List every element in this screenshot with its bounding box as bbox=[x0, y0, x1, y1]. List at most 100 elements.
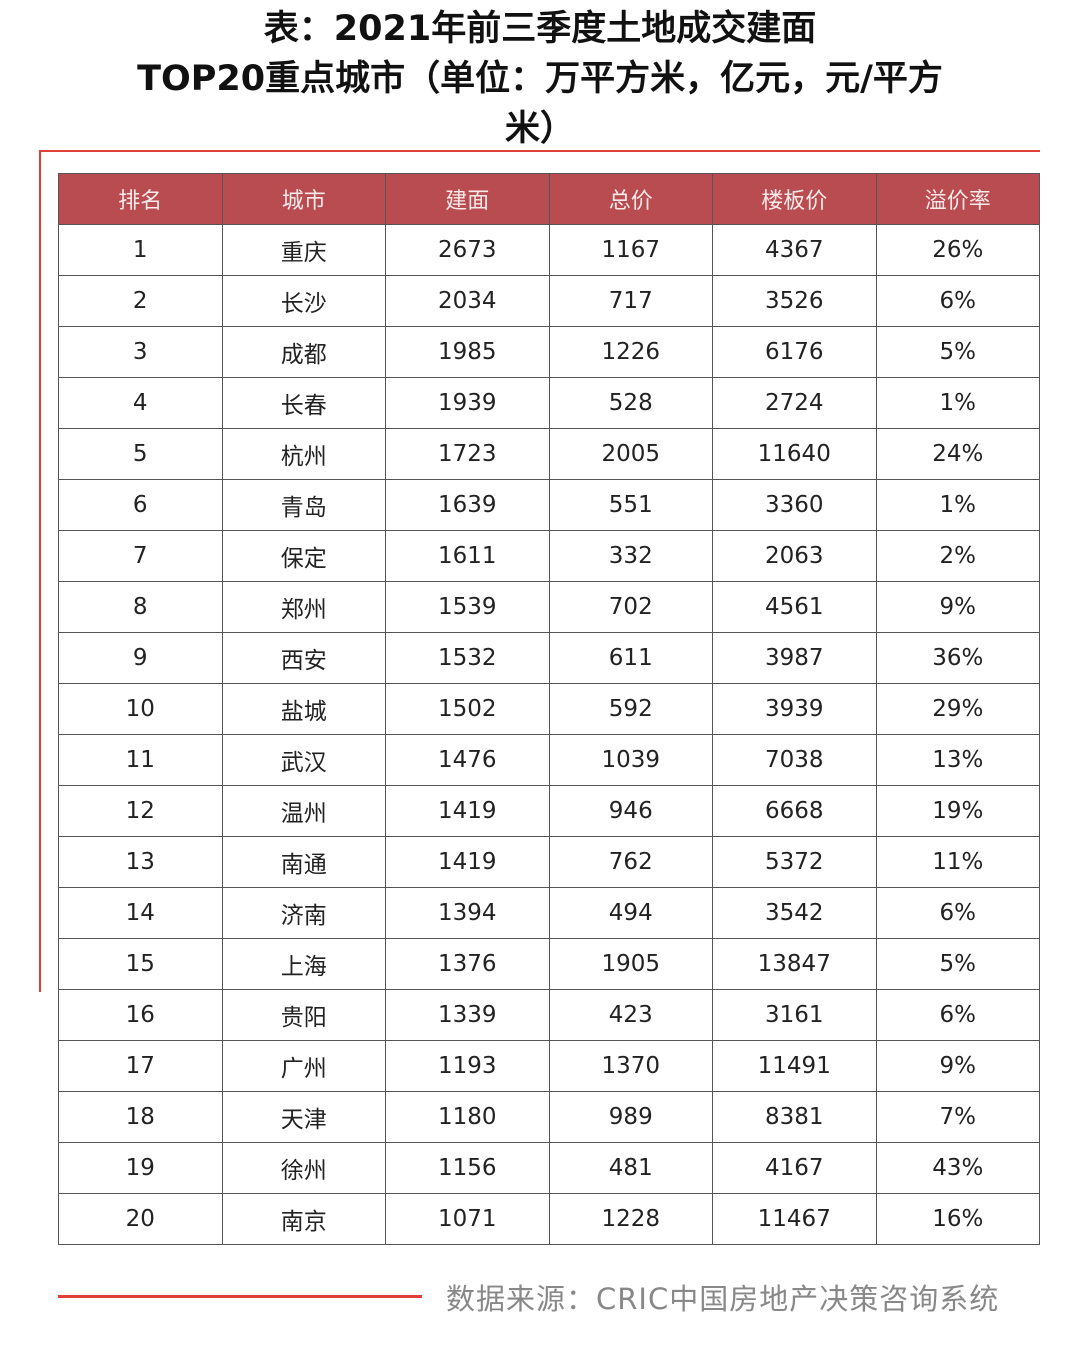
table-cell: 贵阳 bbox=[221, 989, 386, 1041]
table-cell: 盐城 bbox=[221, 683, 386, 735]
table-row: 19 徐州 1156 481 4167 43% bbox=[58, 1142, 1040, 1194]
table-cell: 1370 bbox=[548, 1040, 713, 1092]
table-cell: 946 bbox=[548, 785, 713, 837]
table-cell: 1985 bbox=[385, 326, 550, 378]
table-row: 8 郑州 1539 702 4561 9% bbox=[58, 581, 1040, 633]
table-cell: 528 bbox=[548, 377, 713, 429]
table-cell: 1193 bbox=[385, 1040, 550, 1092]
table-cell: 7 bbox=[58, 530, 223, 582]
table-cell: 6% bbox=[875, 887, 1040, 939]
table-cell: 29% bbox=[875, 683, 1040, 735]
table-cell: 长沙 bbox=[221, 275, 386, 327]
table-cell: 332 bbox=[548, 530, 713, 582]
column-header: 楼板价 bbox=[712, 173, 877, 225]
table-cell: 长春 bbox=[221, 377, 386, 429]
table-cell: 1071 bbox=[385, 1193, 550, 1245]
table-cell: 5% bbox=[875, 938, 1040, 990]
page-title: 表：2021年前三季度土地成交建面 TOP20重点城市（单位：万平方米，亿元，元… bbox=[90, 4, 990, 154]
table-cell: 3360 bbox=[712, 479, 877, 531]
table-cell: 6668 bbox=[712, 785, 877, 837]
table-cell: 611 bbox=[548, 632, 713, 684]
table-cell: 南通 bbox=[221, 836, 386, 888]
table-row: 6 青岛 1639 551 3360 1% bbox=[58, 479, 1040, 531]
table-cell: 2% bbox=[875, 530, 1040, 582]
table-cell: 2673 bbox=[385, 224, 550, 276]
table-cell: 18 bbox=[58, 1091, 223, 1143]
table-cell: 17 bbox=[58, 1040, 223, 1092]
table-cell: 1167 bbox=[548, 224, 713, 276]
table-cell: 19 bbox=[58, 1142, 223, 1194]
table-row: 9 西安 1532 611 3987 36% bbox=[58, 632, 1040, 684]
table-row: 1 重庆 2673 1167 4367 26% bbox=[58, 224, 1040, 276]
table-row: 12 温州 1419 946 6668 19% bbox=[58, 785, 1040, 837]
table-cell: 1905 bbox=[548, 938, 713, 990]
table-row: 4 长春 1939 528 2724 1% bbox=[58, 377, 1040, 429]
table-cell: 4 bbox=[58, 377, 223, 429]
data-table: 排名 城市 建面 总价 楼板价 溢价率 1 重庆 2673 1167 4367 26% 2 长沙 2034… bbox=[58, 173, 1040, 1245]
table-cell: 16 bbox=[58, 989, 223, 1041]
top-divider bbox=[40, 150, 1040, 152]
table-cell: 11640 bbox=[712, 428, 877, 480]
table-cell: 3161 bbox=[712, 989, 877, 1041]
table-cell: 3526 bbox=[712, 275, 877, 327]
table-cell: 989 bbox=[548, 1091, 713, 1143]
source-note: 数据来源：CRIC中国房地产决策咨询系统 bbox=[446, 1282, 1000, 1316]
table-cell: 1476 bbox=[385, 734, 550, 786]
table-cell: 7% bbox=[875, 1091, 1040, 1143]
table-cell: 423 bbox=[548, 989, 713, 1041]
table-cell: 4367 bbox=[712, 224, 877, 276]
table-cell: 1180 bbox=[385, 1091, 550, 1143]
table-cell: 南京 bbox=[221, 1193, 386, 1245]
table-cell: 6 bbox=[58, 479, 223, 531]
column-header: 排名 bbox=[58, 173, 223, 225]
table-cell: 8 bbox=[58, 581, 223, 633]
table-cell: 徐州 bbox=[221, 1142, 386, 1194]
table-cell: 13 bbox=[58, 836, 223, 888]
table-cell: 济南 bbox=[221, 887, 386, 939]
title-line-3: 米） bbox=[504, 109, 575, 149]
table-cell: 1% bbox=[875, 377, 1040, 429]
table-cell: 2724 bbox=[712, 377, 877, 429]
table-cell: 1376 bbox=[385, 938, 550, 990]
table-cell: 36% bbox=[875, 632, 1040, 684]
table-cell: 3 bbox=[58, 326, 223, 378]
table-cell: 1723 bbox=[385, 428, 550, 480]
table-cell: 2034 bbox=[385, 275, 550, 327]
table-cell: 3987 bbox=[712, 632, 877, 684]
table-row: 2 长沙 2034 717 3526 6% bbox=[58, 275, 1040, 327]
table-body: 1 重庆 2673 1167 4367 26% 2 长沙 2034 717 3526 6% 3 成都 198… bbox=[58, 224, 1040, 1245]
table-row: 15 上海 1376 1905 13847 5% bbox=[58, 938, 1040, 990]
table-cell: 郑州 bbox=[221, 581, 386, 633]
table-cell: 11467 bbox=[712, 1193, 877, 1245]
table-cell: 19% bbox=[875, 785, 1040, 837]
column-header: 建面 bbox=[385, 173, 550, 225]
table-cell: 西安 bbox=[221, 632, 386, 684]
table-cell: 5372 bbox=[712, 836, 877, 888]
table-cell: 6176 bbox=[712, 326, 877, 378]
table-cell: 2005 bbox=[548, 428, 713, 480]
table-cell: 762 bbox=[548, 836, 713, 888]
table-cell: 11% bbox=[875, 836, 1040, 888]
table-row: 13 南通 1419 762 5372 11% bbox=[58, 836, 1040, 888]
table-row: 18 天津 1180 989 8381 7% bbox=[58, 1091, 1040, 1143]
table-cell: 2063 bbox=[712, 530, 877, 582]
table-row: 20 南京 1071 1228 11467 16% bbox=[58, 1193, 1040, 1245]
table-cell: 上海 bbox=[221, 938, 386, 990]
table-row: 3 成都 1985 1226 6176 5% bbox=[58, 326, 1040, 378]
table-cell: 1% bbox=[875, 479, 1040, 531]
table-cell: 11 bbox=[58, 734, 223, 786]
table-cell: 4167 bbox=[712, 1142, 877, 1194]
table-row: 11 武汉 1476 1039 7038 13% bbox=[58, 734, 1040, 786]
table-cell: 9 bbox=[58, 632, 223, 684]
table-cell: 9% bbox=[875, 1040, 1040, 1092]
table-cell: 5 bbox=[58, 428, 223, 480]
table-cell: 4561 bbox=[712, 581, 877, 633]
table-row: 14 济南 1394 494 3542 6% bbox=[58, 887, 1040, 939]
table-cell: 24% bbox=[875, 428, 1040, 480]
table-cell: 1639 bbox=[385, 479, 550, 531]
table-cell: 12 bbox=[58, 785, 223, 837]
table-cell: 14 bbox=[58, 887, 223, 939]
title-line-2: TOP20重点城市（单位：万平方米，亿元，元/平方 bbox=[137, 59, 943, 99]
table-cell: 717 bbox=[548, 275, 713, 327]
table-cell: 592 bbox=[548, 683, 713, 735]
